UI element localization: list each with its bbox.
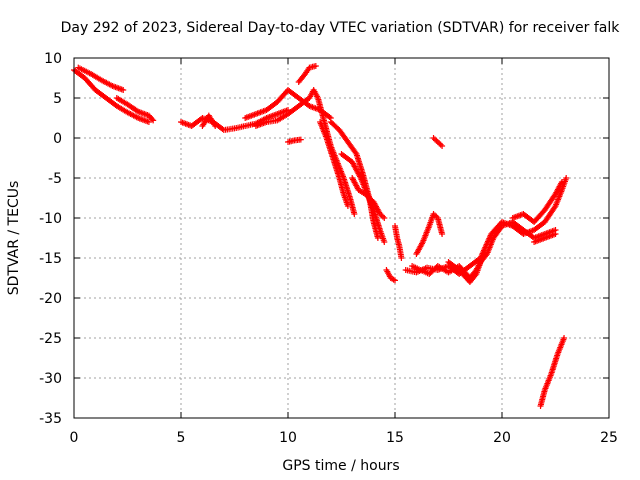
x-tick-label: 15	[386, 430, 404, 446]
y-tick-label: -5	[48, 171, 62, 187]
series-arc-arc-c	[113, 95, 157, 124]
data-point	[149, 116, 156, 123]
y-tick-label: -10	[39, 211, 62, 227]
data-point	[145, 119, 152, 125]
data-point	[297, 136, 304, 143]
data-point	[326, 114, 333, 120]
x-tick-label: 5	[177, 430, 186, 446]
series-arc-arc-u	[531, 231, 559, 245]
series-arc-arc-i	[285, 136, 304, 145]
y-tick-label: 5	[53, 91, 62, 107]
y-axis-label: SDTVAR / TECUs	[6, 181, 22, 296]
y-tick-label: -25	[39, 331, 62, 347]
series-arc-arc-e	[199, 112, 219, 129]
x-tick-label: 10	[279, 430, 297, 446]
data-point	[374, 235, 381, 241]
series-arc-arc-q	[413, 211, 446, 257]
series-arc-arc-t	[509, 179, 565, 225]
y-tick-label: -30	[39, 371, 62, 387]
data-point	[392, 277, 398, 284]
data-point	[120, 87, 127, 93]
series-arc-arc-a	[71, 67, 152, 125]
data-point	[561, 335, 568, 341]
grid-layer	[74, 58, 609, 418]
x-tick-label: 20	[493, 430, 511, 446]
chart-title: Day 292 of 2023, Sidereal Day-to-day VTE…	[61, 20, 621, 36]
data-point	[558, 179, 565, 185]
data-point	[344, 203, 351, 209]
series-arc-arc-s	[445, 219, 559, 285]
x-tick-label: 0	[70, 430, 79, 446]
series-arc-arc-h	[295, 63, 319, 85]
series-arc-arc-l	[338, 151, 388, 245]
y-tick-label: -20	[39, 291, 62, 307]
axis-ticks: 0 5 10 15 20 25 10 5 0 -5 -10 -15 -20 -25 -30 -35	[39, 51, 618, 446]
data-point	[439, 143, 446, 149]
data-point	[381, 215, 388, 221]
data-point	[150, 117, 157, 124]
data-points	[71, 63, 570, 409]
series-arc-arc-b	[75, 64, 127, 93]
x-axis-label: GPS time / hours	[282, 458, 399, 474]
series-arc-arc-m	[349, 175, 388, 221]
data-point	[439, 231, 446, 237]
y-tick-label: -15	[39, 251, 62, 267]
series-arc-arc-k	[327, 119, 381, 241]
data-point	[212, 123, 219, 129]
data-point	[563, 175, 570, 181]
data-point	[472, 272, 479, 279]
series-arc-arc-n	[383, 267, 398, 284]
plot-frame	[73, 57, 610, 419]
y-tick-label: -35	[39, 411, 62, 427]
x-tick-label: 25	[600, 430, 618, 446]
data-point	[351, 211, 358, 217]
series-arc-arc-v	[430, 135, 446, 149]
series-arc-arc-j	[317, 119, 351, 209]
y-tick-label: 0	[53, 131, 62, 147]
series-arc-arc-w	[537, 335, 568, 409]
y-tick-label: 10	[44, 51, 62, 67]
series-arc-arc-o	[392, 223, 405, 261]
data-point	[398, 255, 405, 261]
data-point	[552, 231, 559, 237]
data-point	[381, 239, 388, 245]
data-point	[312, 63, 319, 69]
